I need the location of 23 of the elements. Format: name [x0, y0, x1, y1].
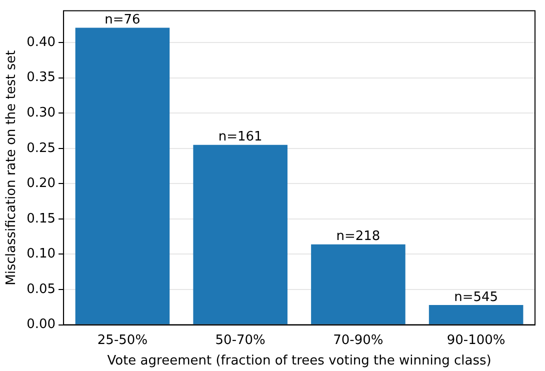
- annotation: n=76: [104, 12, 140, 28]
- bar: [193, 144, 288, 324]
- y-axis-title: Misclassification rate on the test set: [4, 50, 20, 286]
- y-tick-label: 0.35: [26, 70, 56, 86]
- annotation: n=218: [336, 229, 380, 244]
- bar: [75, 28, 170, 324]
- y-tick-label: 0.40: [26, 34, 56, 50]
- annotation: n=545: [454, 290, 498, 305]
- y-tick-label: 0.00: [26, 317, 56, 332]
- x-axis-title: Vote agreement (fraction of trees voting the winning class): [107, 354, 492, 369]
- bar: [311, 244, 406, 324]
- y-tick-label: 0.15: [26, 211, 56, 226]
- y-tick-label: 0.10: [26, 246, 56, 262]
- y-tick-label: 0.05: [26, 282, 56, 297]
- x-tick-label: 25-50%: [97, 332, 148, 348]
- annotation: n=161: [218, 130, 262, 145]
- x-tick-label: 90-100%: [446, 332, 506, 348]
- y-tick-label: 0.20: [26, 176, 56, 192]
- y-tick-label: 0.25: [26, 140, 56, 156]
- x-tick-label: 70-90%: [333, 332, 384, 348]
- y-tick-label: 0.30: [26, 105, 56, 120]
- x-tick-label: 50-70%: [215, 332, 266, 348]
- bar: [428, 305, 524, 324]
